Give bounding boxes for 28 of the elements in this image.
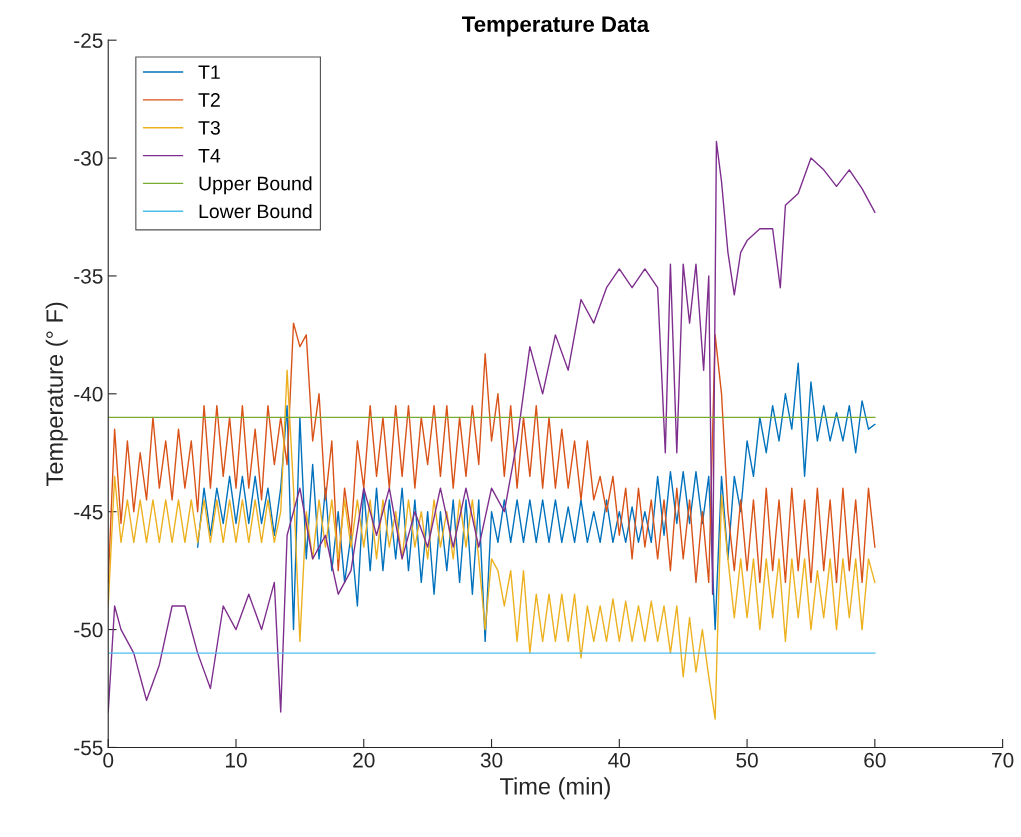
line-series xyxy=(108,369,876,720)
y-tick-label: -35 xyxy=(74,268,103,284)
legend-label: Lower Bound xyxy=(199,203,312,219)
line-series xyxy=(108,322,876,584)
y-tick-label: -30 xyxy=(74,151,103,166)
legend-label: T2 xyxy=(198,93,220,107)
x-tick-label: 10 xyxy=(226,752,247,768)
chart-title: Temperature Data xyxy=(462,16,650,37)
line-series xyxy=(108,140,876,713)
x-tick-label: 30 xyxy=(480,752,503,768)
legend-label: T3 xyxy=(198,120,220,135)
y-tick-label: -40 xyxy=(74,386,103,402)
legend-label: Upper Bound xyxy=(199,176,312,195)
y-tick-label: -45 xyxy=(74,504,103,520)
legend-label: T1 xyxy=(198,65,220,79)
y-tick-label: -55 xyxy=(74,740,103,756)
x-tick-label: 50 xyxy=(736,752,758,768)
y-tick-label: -25 xyxy=(74,33,103,48)
x-tick-label: 20 xyxy=(353,752,375,768)
x-tick-label: 60 xyxy=(864,752,886,768)
legend-label: T4 xyxy=(198,149,221,163)
y-axis-title: Temperature (° F) xyxy=(45,302,68,486)
x-tick-label: 0 xyxy=(103,752,114,768)
line-series xyxy=(196,362,876,643)
x-axis-title: Time (min) xyxy=(500,777,610,800)
x-tick-label: 70 xyxy=(992,752,1014,768)
y-tick-label: -50 xyxy=(74,622,103,638)
x-tick-label: 40 xyxy=(608,752,631,768)
